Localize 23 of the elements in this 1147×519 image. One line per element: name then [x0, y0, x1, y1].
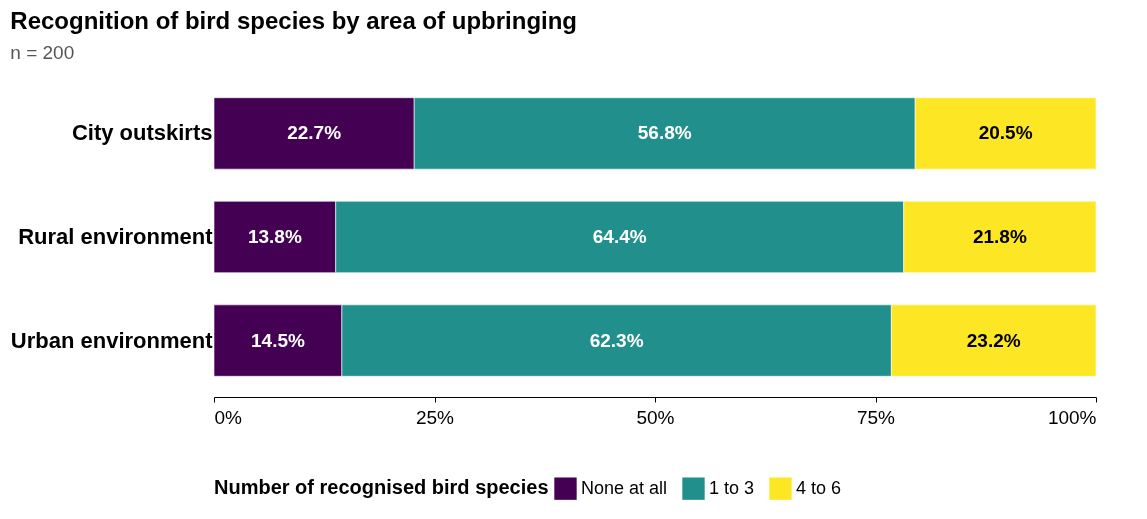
- text: n = 200: [10, 42, 75, 63]
- legend-title: Number of recognised bird species: [214, 476, 549, 498]
- y-tick-label: City outskirts: [71, 120, 213, 146]
- data-label: 23.2%: [966, 329, 1021, 351]
- data-label: 64.4%: [592, 226, 647, 247]
- legend-label: None at all: [581, 477, 668, 498]
- legend-label: 4 to 6: [796, 477, 842, 498]
- data-label: 62.3%: [589, 329, 644, 351]
- chart-title: Recognition of bird species by area of upbringing: [10, 7, 578, 34]
- data-label: 56.8%: [637, 122, 692, 144]
- x-tick-label: 75%: [856, 406, 896, 428]
- x-tick-label: 100%: [1047, 406, 1097, 428]
- data-label: 21.8%: [972, 226, 1027, 247]
- legend-label: 1 to 3: [709, 477, 755, 498]
- data-label: 22.7%: [287, 122, 342, 144]
- x-tick-label: 25%: [415, 406, 455, 428]
- y-tick-label: Urban environment: [10, 327, 214, 353]
- data-label: 20.5%: [978, 122, 1033, 144]
- data-label: 13.8%: [247, 226, 302, 247]
- x-tick-label: 50%: [636, 406, 675, 428]
- x-tick-label: 0%: [214, 406, 243, 428]
- y-tick-label: Rural environment: [18, 224, 214, 249]
- data-label: 14.5%: [251, 329, 305, 351]
